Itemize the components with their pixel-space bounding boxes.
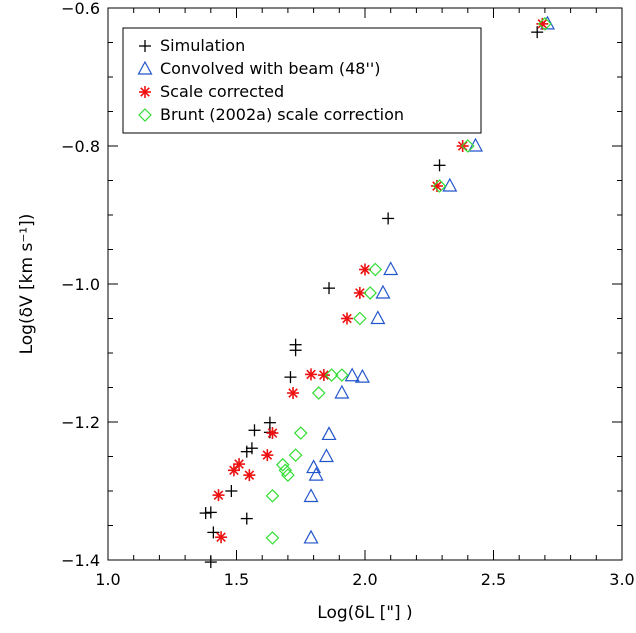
point-diamond <box>275 457 290 472</box>
point-plus <box>531 26 544 39</box>
point-diamond <box>353 311 367 326</box>
point-plus <box>433 159 446 172</box>
point-plus <box>248 424 261 437</box>
point-diamond <box>538 17 552 31</box>
point-plus <box>323 282 336 295</box>
point-diamond <box>281 468 295 482</box>
legend-marker-asterisk <box>139 86 151 98</box>
point-diamond <box>368 262 383 277</box>
point-asterisk <box>261 449 274 462</box>
legend: Simulation Convolved with beam (48'') Sc… <box>122 27 482 134</box>
point-diamond <box>293 426 308 440</box>
point-diamond <box>278 463 293 478</box>
x-tick-label: 1.0 <box>95 570 120 589</box>
point-plus <box>199 507 212 520</box>
point-asterisk <box>305 368 318 381</box>
point-triangle <box>303 488 319 503</box>
point-plus <box>207 526 220 539</box>
point-asterisk <box>243 469 256 482</box>
point-triangle <box>344 367 360 382</box>
legend-marker-triangle <box>137 60 153 75</box>
point-asterisk <box>233 458 246 471</box>
point-asterisk <box>341 312 354 325</box>
point-asterisk <box>215 531 228 544</box>
y-tick-label: −0.8 <box>61 137 100 156</box>
point-plus <box>204 506 217 519</box>
point-diamond <box>265 531 280 545</box>
point-diamond <box>363 286 377 300</box>
point-plus <box>289 344 302 357</box>
legend-box <box>122 27 482 134</box>
legend-marker-plus <box>139 40 151 52</box>
point-triangle <box>383 261 399 276</box>
x-tick-label: 1.5 <box>224 570 249 589</box>
legend-label-1: Convolved with beam (48'') <box>160 59 381 78</box>
x-tick-label: 2.0 <box>352 570 377 589</box>
point-diamond <box>335 368 349 382</box>
point-plus <box>284 371 297 384</box>
point-diamond <box>432 179 447 193</box>
legend-label-2: Scale corrected <box>160 82 284 101</box>
point-triangle <box>442 177 458 192</box>
point-plus <box>240 445 253 458</box>
point-diamond <box>288 448 303 462</box>
point-asterisk <box>212 489 225 502</box>
point-asterisk <box>317 369 330 382</box>
legend-label-0: Simulation <box>160 36 245 55</box>
point-plus <box>245 442 258 455</box>
x-tick-label: 2.5 <box>481 570 506 589</box>
point-plus <box>225 485 238 497</box>
point-plus <box>382 212 395 225</box>
y-tick-label: −1.4 <box>61 551 100 570</box>
point-plus <box>204 556 217 569</box>
y-tick-label: −0.6 <box>61 0 100 18</box>
point-diamond <box>324 368 339 382</box>
point-asterisk <box>287 387 300 400</box>
point-diamond <box>265 488 280 503</box>
point-triangle <box>334 384 350 399</box>
legend-marker-diamond <box>138 108 152 122</box>
axis-ticks <box>107 7 623 561</box>
point-plus <box>240 512 253 525</box>
point-asterisk <box>456 140 469 152</box>
point-triangle <box>308 466 324 481</box>
point-asterisk <box>227 464 240 477</box>
point-asterisk <box>359 263 371 276</box>
point-triangle <box>318 448 334 463</box>
point-asterisk <box>266 427 279 440</box>
point-triangle <box>321 426 337 441</box>
y-axis-label: Log(δV [km s⁻¹]) <box>17 214 37 355</box>
point-triangle <box>375 284 391 299</box>
y-tick-label: −1.2 <box>61 413 100 432</box>
legend-markers <box>137 40 153 122</box>
y-tick-label: −1.0 <box>61 275 100 294</box>
x-axis-label: Log(δL ["] ) <box>317 603 412 623</box>
x-tick-label: 3.0 <box>609 570 634 589</box>
point-triangle <box>303 529 319 544</box>
point-triangle <box>370 310 386 325</box>
axis-tick-labels: 1.0 1.5 2.0 2.5 3.0 −1.4 −1.2 −1.0 −0.8 −0.6 <box>61 0 635 589</box>
point-diamond <box>460 139 475 153</box>
data-points <box>199 15 555 569</box>
point-diamond <box>311 386 326 400</box>
point-triangle <box>354 368 370 383</box>
legend-label-3: Brunt (2002a) scale correction <box>160 105 404 124</box>
